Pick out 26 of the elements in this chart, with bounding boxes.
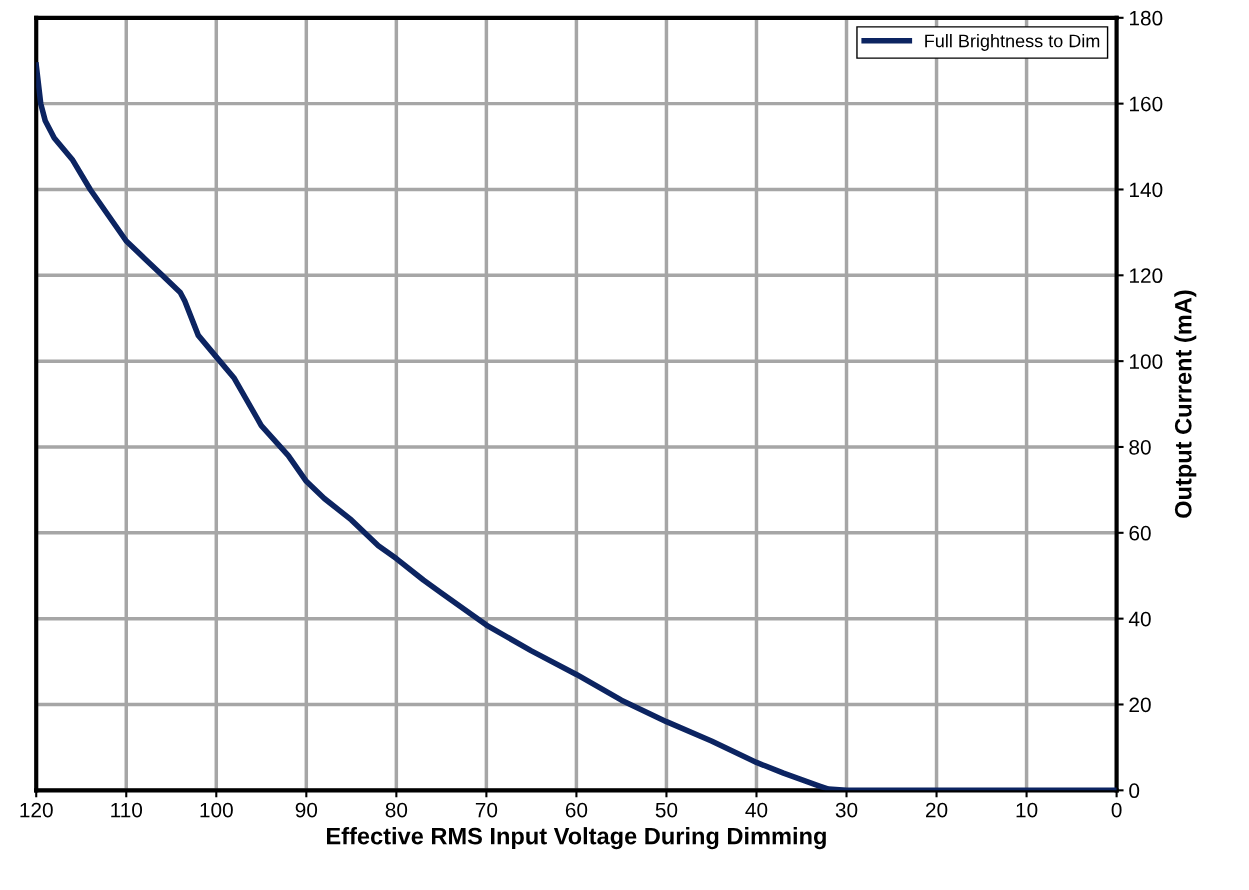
x-tick-label: 30	[835, 802, 858, 818]
y-tick-label: 40	[1128, 611, 1151, 627]
x-tick-label: 100	[200, 802, 233, 818]
x-tick-label: 110	[111, 802, 143, 818]
y-tick-label: 100	[1130, 354, 1163, 369]
x-tick-label: 90	[295, 802, 318, 818]
x-tick-label: 60	[565, 802, 588, 818]
y-tick-label: 160	[1130, 96, 1163, 112]
x-tick-label: 80	[385, 802, 408, 818]
x-axis-title: Effective RMS Input Voltage During Dimming	[327, 827, 826, 850]
y-tick-label: 140	[1130, 182, 1163, 198]
x-tick-label: 70	[475, 802, 498, 818]
x-tick-label: 120	[20, 802, 53, 818]
x-tick-label: 40	[745, 802, 768, 818]
x-tick-label: 10	[1016, 802, 1038, 818]
y-tick-label: 80	[1129, 439, 1151, 455]
y-tick-label: 120	[1130, 268, 1163, 284]
x-tick-label: 20	[926, 802, 948, 818]
legend-label: Full Brightness to Dim	[925, 34, 1100, 51]
y-tick-label: 180	[1130, 10, 1163, 26]
y-tick-label: 60	[1129, 525, 1151, 541]
y-tick-label: 0	[1129, 783, 1140, 799]
y-axis-title: Output Current (mA)	[1174, 290, 1197, 518]
y-tick-label: 20	[1129, 697, 1151, 713]
x-tick-label: 50	[655, 802, 678, 818]
x-tick-label: 0	[1111, 802, 1122, 818]
